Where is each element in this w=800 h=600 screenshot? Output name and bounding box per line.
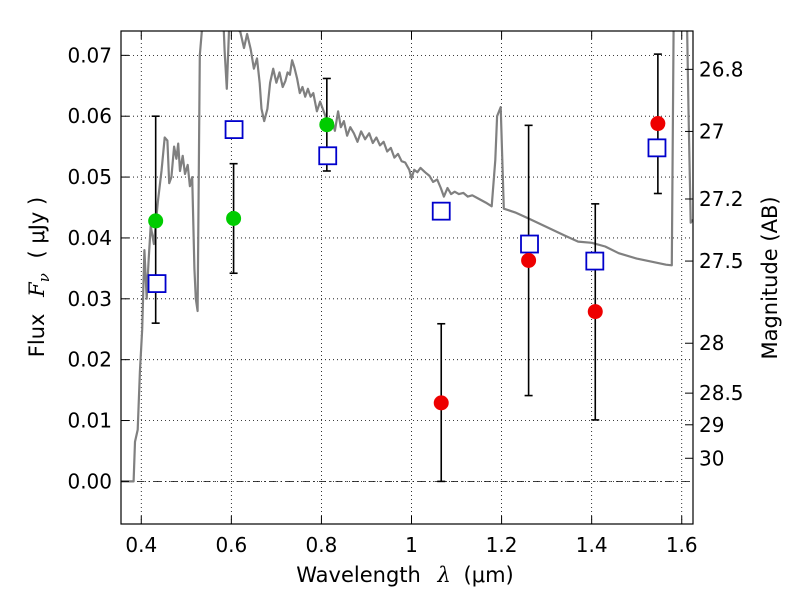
circle-marker <box>433 395 449 411</box>
y-tick-label: 0.00 <box>67 469 112 493</box>
y2-tick-label: 26.8 <box>699 57 744 81</box>
y-tick-label: 0.06 <box>67 104 112 128</box>
x-tick-label: 1.6 <box>666 533 698 557</box>
y2-tick-label: 27.5 <box>699 249 744 273</box>
x-tick-label: 0.4 <box>125 533 157 557</box>
x-axis-title: Wavelength λ (μm) <box>296 563 513 587</box>
y2-tick-label: 28.5 <box>699 381 744 405</box>
y2-tick-label: 29 <box>699 413 724 437</box>
model-spectrum-layer <box>121 31 693 483</box>
square-marker <box>147 274 167 293</box>
x-tick-label: 1 <box>405 533 418 557</box>
y-tick-label: 0.04 <box>67 226 112 250</box>
y-tick-label: 0.05 <box>67 165 112 189</box>
y2-tick-label: 27.2 <box>699 187 744 211</box>
square-marker <box>318 146 338 166</box>
square-marker <box>431 201 451 221</box>
square-marker <box>585 251 605 271</box>
square-marker <box>647 138 667 158</box>
x-tick-label: 1.2 <box>486 533 518 557</box>
markers-layer <box>147 116 667 411</box>
y-tick-label: 0.03 <box>67 287 112 311</box>
circle-marker <box>319 117 335 133</box>
y-tick-label: 0.02 <box>67 348 112 372</box>
circle-marker <box>587 304 603 320</box>
y2-tick-label: 30 <box>699 446 724 470</box>
tick-labels: 0.4 0.6 0.8 1 1.2 1.4 1.6 0.00 0.01 0.02 0.03 0.04 0… <box>67 43 743 557</box>
square-marker <box>520 234 539 254</box>
circle-marker <box>650 116 666 132</box>
model-spectrum-line <box>121 31 693 483</box>
y-tick-label: 0.01 <box>67 409 112 433</box>
y2-tick-label: 28 <box>699 331 724 355</box>
circle-marker <box>226 210 242 226</box>
square-marker <box>224 120 244 139</box>
x-tick-label: 1.4 <box>576 533 608 557</box>
x-tick-label: 0.6 <box>215 533 247 557</box>
y2-tick-label: 27 <box>699 119 724 143</box>
ticks <box>121 31 693 524</box>
y2-axis-title: Magnitude (AB) <box>758 196 782 359</box>
y-axis-title: Flux Fν ( μJy ) <box>25 197 54 357</box>
circle-marker <box>521 252 537 268</box>
circle-marker <box>148 213 164 229</box>
x-tick-label: 0.8 <box>306 533 338 557</box>
y-tick-label: 0.07 <box>67 43 112 67</box>
plot-frame <box>120 30 694 525</box>
